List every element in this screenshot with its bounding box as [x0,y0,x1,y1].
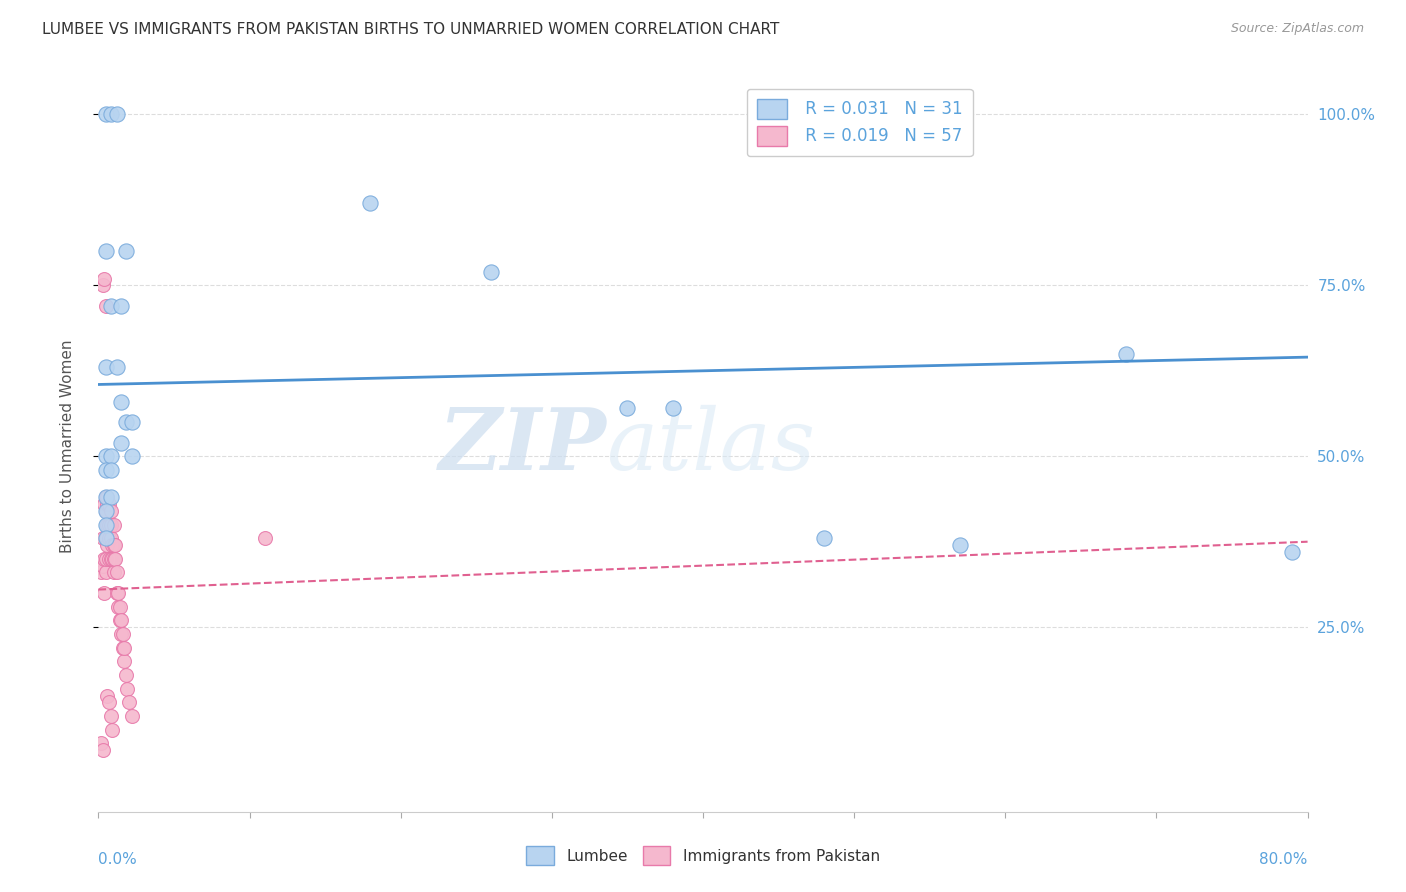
Point [94,504,117,518]
Point [100,449,122,463]
Point [121,449,143,463]
Point [115,681,138,696]
Point [98,497,121,511]
Point [94,531,117,545]
Point [121,709,143,723]
Point [112,654,135,668]
Point [101,551,124,566]
Point [98,551,121,566]
Point [105,107,128,121]
Point [105,586,128,600]
Point [100,709,122,723]
Point [91,558,114,573]
Text: Source: ZipAtlas.com: Source: ZipAtlas.com [1230,22,1364,36]
Point [94,566,117,580]
Point [96,497,118,511]
Point [104,551,127,566]
Point [253,531,276,545]
Point [110,435,132,450]
Point [118,695,141,709]
Point [103,517,125,532]
Point [1281,545,1303,559]
Point [360,196,382,211]
Point [108,613,131,627]
Point [91,278,114,293]
Point [616,401,638,416]
Point [90,736,112,750]
Text: 0.0%: 0.0% [98,852,138,867]
Point [114,668,136,682]
Text: LUMBEE VS IMMIGRANTS FROM PAKISTAN BIRTHS TO UNMARRIED WOMEN CORRELATION CHART: LUMBEE VS IMMIGRANTS FROM PAKISTAN BIRTH… [42,22,779,37]
Point [104,538,127,552]
Point [96,490,118,504]
Point [91,531,114,545]
Point [111,627,134,641]
Point [94,517,117,532]
Point [98,695,121,709]
Point [111,640,134,655]
Point [94,504,117,518]
Point [103,538,125,552]
Point [100,490,122,504]
Point [98,531,121,545]
Point [107,586,129,600]
Point [110,627,132,641]
Point [100,517,122,532]
Y-axis label: Births to Unmarried Women: Births to Unmarried Women [60,339,75,553]
Point [813,531,835,545]
Point [110,613,132,627]
Legend: Lumbee, Immigrants from Pakistan: Lumbee, Immigrants from Pakistan [520,840,886,871]
Point [1115,347,1137,361]
Point [101,723,124,737]
Point [112,640,135,655]
Point [91,743,114,757]
Point [661,401,683,416]
Point [100,504,122,518]
Point [100,107,122,121]
Point [949,538,972,552]
Text: ZIP: ZIP [439,404,606,488]
Text: atlas: atlas [606,405,815,487]
Point [105,566,128,580]
Point [94,449,117,463]
Point [100,551,122,566]
Point [101,538,124,552]
Point [481,265,503,279]
Point [96,689,118,703]
Point [93,497,115,511]
Point [114,415,136,429]
Point [93,551,115,566]
Point [100,531,122,545]
Point [94,107,117,121]
Legend:  R = 0.031   N = 31,  R = 0.019   N = 57: R = 0.031 N = 31, R = 0.019 N = 57 [747,88,973,156]
Point [94,551,117,566]
Point [103,566,125,580]
Point [90,566,112,580]
Point [94,463,117,477]
Point [96,538,118,552]
Point [94,490,117,504]
Point [100,463,122,477]
Point [98,517,121,532]
Point [94,531,117,545]
Point [110,394,132,409]
Point [114,244,136,259]
Point [94,299,117,313]
Point [100,299,122,313]
Text: 80.0%: 80.0% [1260,852,1308,867]
Point [94,490,117,504]
Point [108,599,131,614]
Point [121,415,143,429]
Point [107,599,129,614]
Point [103,551,125,566]
Point [110,299,132,313]
Point [93,271,115,285]
Point [94,244,117,259]
Point [94,360,117,375]
Point [105,360,128,375]
Point [96,517,118,532]
Point [93,586,115,600]
